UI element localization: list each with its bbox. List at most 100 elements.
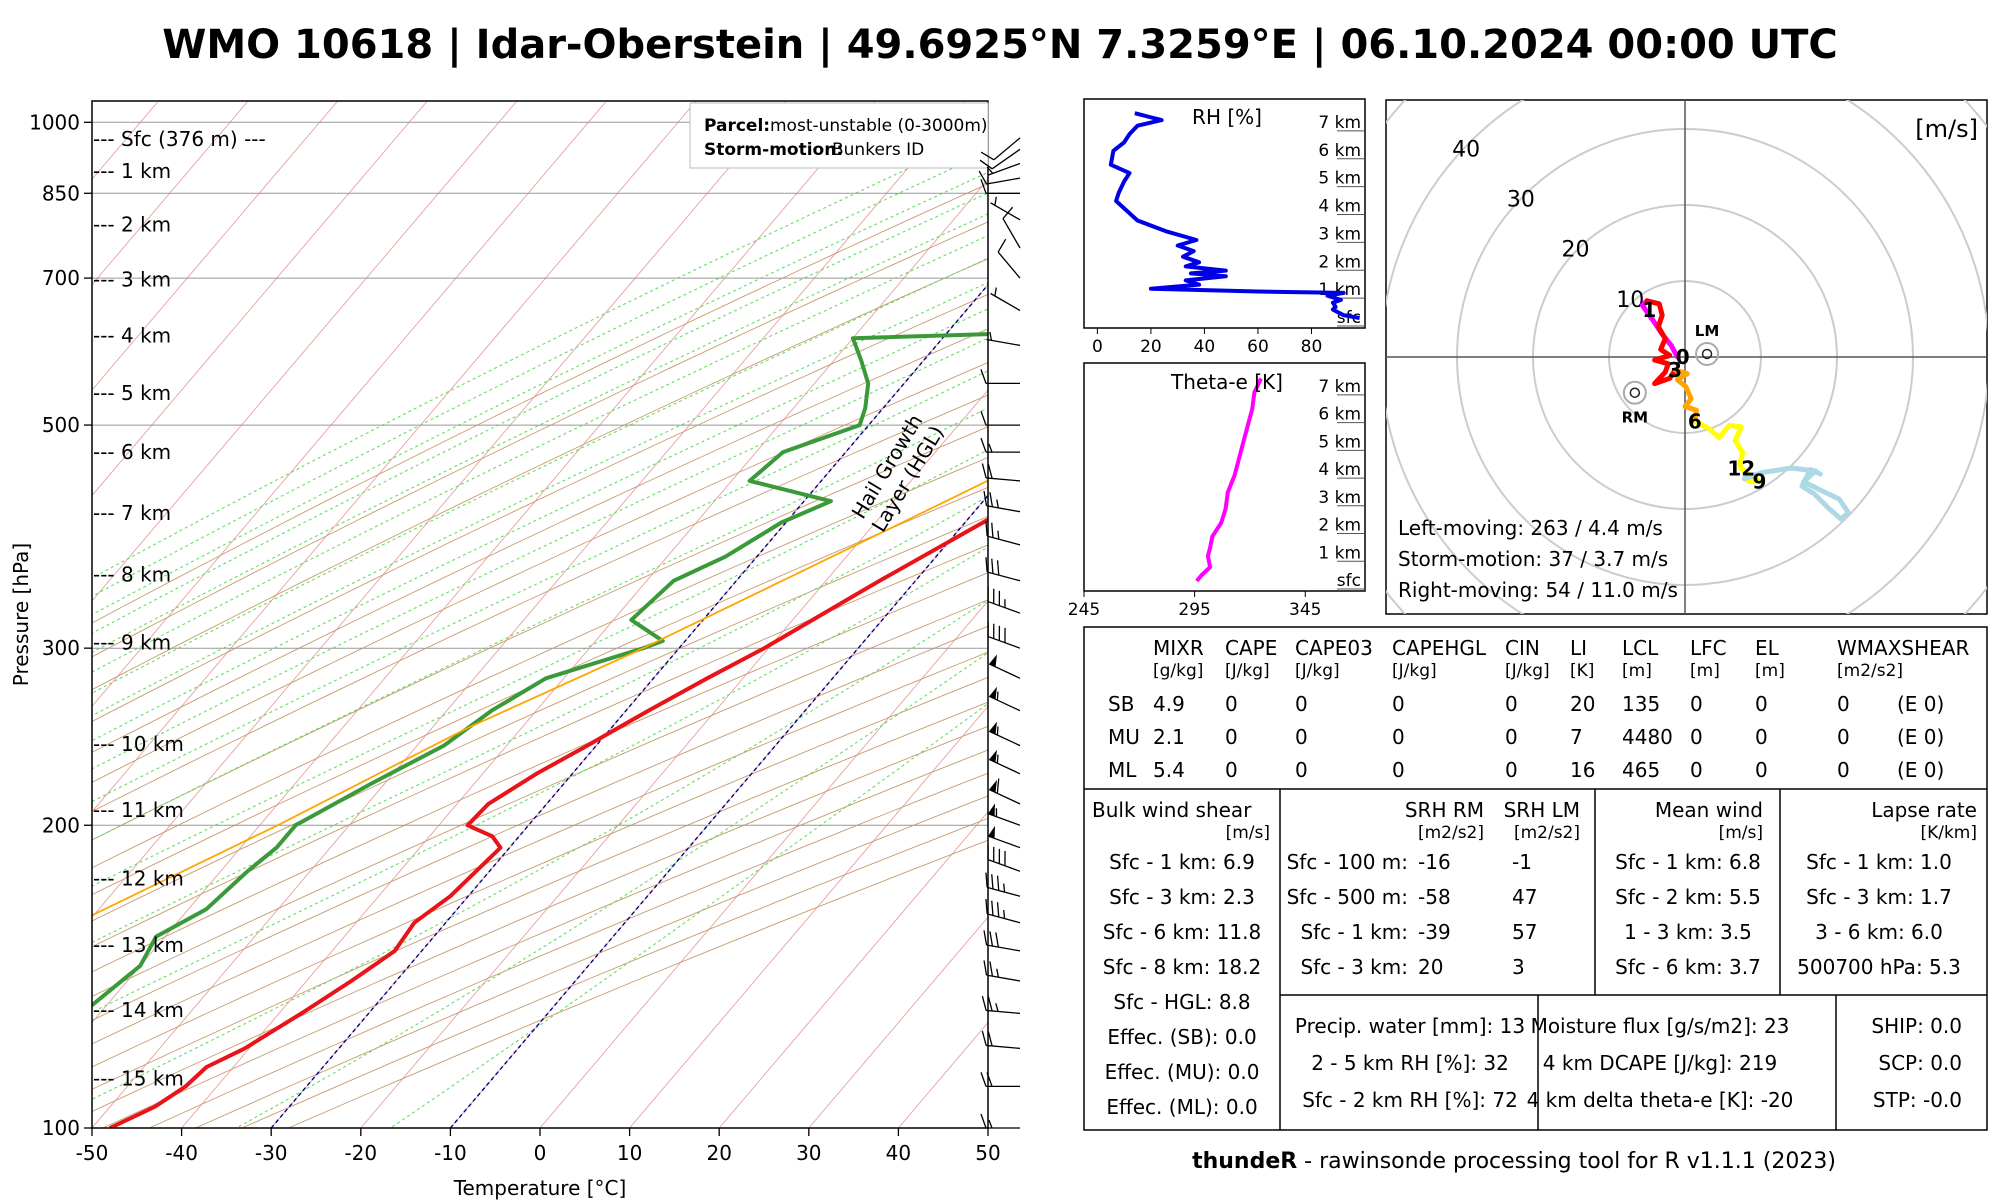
barb-flag bbox=[985, 557, 988, 573]
x-tick-label: 0 bbox=[534, 1141, 547, 1165]
dry-adiabat bbox=[92, 361, 988, 783]
param-header: LI bbox=[1570, 636, 1587, 660]
dry-adiabat bbox=[92, 258, 988, 691]
wind-barb bbox=[980, 410, 1020, 426]
barb-flag bbox=[993, 846, 995, 862]
barb-flag bbox=[1002, 206, 1014, 219]
param-value: 0 bbox=[1505, 758, 1518, 782]
wind-barb bbox=[979, 148, 1021, 170]
skewt-hgl-label: Hail GrowthLayer (HGL) bbox=[846, 409, 949, 536]
shear-unit: [m/s] bbox=[1226, 823, 1270, 843]
wind-barb bbox=[985, 872, 1021, 897]
hodo-km-label: 9 bbox=[1753, 470, 1767, 494]
srh-lm-value: 47 bbox=[1512, 885, 1537, 909]
storm-motion-ring bbox=[1695, 341, 1720, 366]
barb-flag bbox=[1004, 850, 1006, 866]
y-tick-label: 100 bbox=[42, 1116, 80, 1140]
lapse-row: 500700 hPa: 5.3 bbox=[1797, 955, 1961, 979]
barb-shaft bbox=[987, 835, 1021, 849]
moist-adiabat bbox=[92, 407, 988, 841]
barb-flag bbox=[981, 995, 987, 1011]
wind-barb bbox=[990, 287, 1021, 312]
km-label: 1 km bbox=[1318, 543, 1361, 563]
wind-barb bbox=[981, 1030, 1021, 1050]
hodograph: 10 20 30 40 LM RM 01 3 6 129 bbox=[1386, 100, 1987, 614]
height-label: --- 9 km bbox=[93, 630, 171, 654]
meanwind-unit: [m/s] bbox=[1719, 823, 1763, 843]
srh-rm-unit: [m2/s2] bbox=[1418, 823, 1484, 843]
barb-flag bbox=[981, 463, 987, 479]
dry-adiabat bbox=[92, 486, 988, 896]
moist-left-row: 2 - 5 km RH [%]: 32 bbox=[1311, 1051, 1509, 1075]
meanwind-title: Mean wind bbox=[1655, 798, 1763, 822]
hodo-ring-label: 10 bbox=[1616, 288, 1644, 313]
wind-barb bbox=[985, 521, 1021, 546]
isotherm bbox=[539, 600, 988, 1128]
param-value: 0 bbox=[1392, 725, 1405, 749]
height-label: --- 10 km bbox=[93, 732, 184, 756]
srh-rm-value: -16 bbox=[1418, 850, 1451, 874]
dry-adiabat bbox=[92, 328, 988, 753]
isotherm bbox=[360, 389, 988, 1128]
height-label: --- 5 km bbox=[93, 381, 171, 405]
param-unit: [J/kg] bbox=[1225, 661, 1270, 681]
moist-adiabat bbox=[92, 281, 988, 717]
barb-flag bbox=[985, 899, 988, 914]
srh-row-label: Sfc - 500 m: bbox=[1287, 885, 1408, 909]
wind-barbs bbox=[978, 137, 1021, 1129]
thetae-panel-title: Theta-e [K] bbox=[1170, 370, 1283, 394]
barb-flag bbox=[996, 560, 1000, 576]
srh-lm-value: 3 bbox=[1512, 955, 1525, 979]
isotherm bbox=[92, 101, 697, 813]
thetae_profile-clip bbox=[1195, 377, 1263, 583]
barb-half-flag bbox=[996, 754, 999, 764]
srh-row-label: Sfc - 3 km: bbox=[1300, 955, 1408, 979]
x-tick-label: 40 bbox=[886, 1141, 911, 1165]
barb-flag bbox=[983, 491, 988, 506]
isotherms bbox=[92, 101, 988, 1128]
barb-half-flag bbox=[989, 331, 993, 341]
skewt-legend: Parcel: most-unstable (0-3000m) Storm-mo… bbox=[689, 102, 989, 169]
x-tick-label: 245 bbox=[1068, 600, 1100, 620]
param-unit: [J/kg] bbox=[1295, 661, 1340, 681]
km-label: 6 km bbox=[1318, 141, 1361, 161]
barb-flag bbox=[987, 996, 993, 1012]
y-tick-label: 850 bbox=[42, 181, 80, 205]
wind-barb bbox=[987, 586, 1021, 614]
barb-flag bbox=[989, 931, 994, 947]
srh-row-label: Sfc - 1 km: bbox=[1300, 920, 1408, 944]
x-tick-label: -30 bbox=[255, 1141, 288, 1165]
barb-flag bbox=[983, 960, 988, 976]
barb-shaft bbox=[988, 788, 1021, 805]
param-value: 0 bbox=[1837, 692, 1850, 716]
barb-flag bbox=[981, 1030, 987, 1046]
dry-adiabat bbox=[92, 599, 988, 997]
mixing-ratio-label: 2 bbox=[1065, 321, 1076, 342]
barb-flag bbox=[991, 874, 994, 890]
height-label: --- 4 km bbox=[93, 323, 171, 347]
wind-barb bbox=[981, 995, 1021, 1015]
barb-shaft bbox=[987, 600, 1021, 614]
km-label: 5 km bbox=[1318, 169, 1361, 189]
wind-barb bbox=[990, 196, 1021, 221]
barb-half-flag bbox=[986, 166, 994, 174]
height-labels: --- 15 km --- 14 km --- 13 km --- 12 km --- … bbox=[93, 127, 266, 1090]
barb-pennant bbox=[988, 825, 995, 839]
srh-rm-value: -58 bbox=[1418, 885, 1451, 909]
dry-adiabat bbox=[92, 426, 988, 841]
barb-shaft bbox=[993, 137, 1021, 161]
param-header: CAPEHGL bbox=[1392, 636, 1487, 660]
hodograph-unit: [m/s] bbox=[1915, 115, 1978, 143]
wind-barb bbox=[983, 930, 1021, 952]
param-value: 0 bbox=[1690, 758, 1703, 782]
param-value: 4480 bbox=[1622, 725, 1673, 749]
thetae_profile-line bbox=[1195, 377, 1263, 583]
barb-shaft bbox=[987, 859, 1021, 872]
hodo-km-label: 6 bbox=[1688, 410, 1702, 434]
param-unit: [J/kg] bbox=[1505, 661, 1550, 681]
barb-flag bbox=[996, 778, 1000, 794]
skewt-series bbox=[92, 332, 988, 1128]
hodo-ring-label: 40 bbox=[1452, 137, 1480, 162]
hodo-km-label: 1 bbox=[1642, 298, 1656, 322]
